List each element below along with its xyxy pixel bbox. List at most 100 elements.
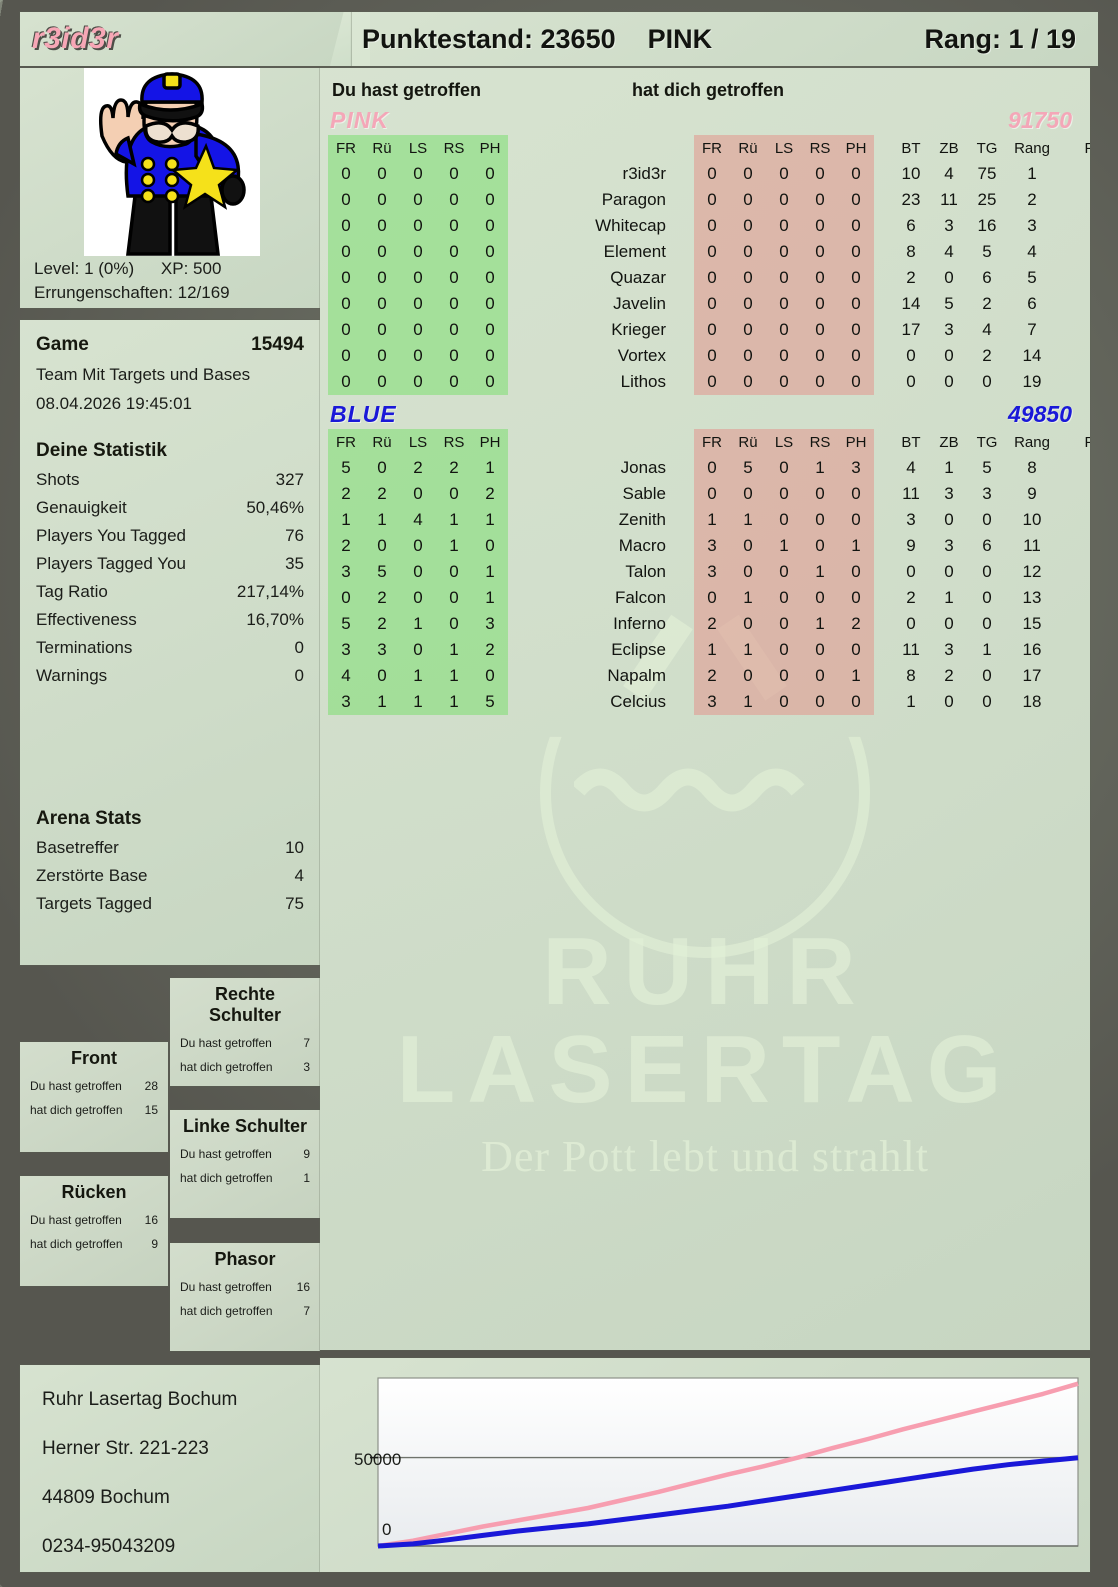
cell-bt: 9 bbox=[906, 536, 916, 555]
cell-tg: 16 bbox=[977, 216, 997, 235]
cell-zb: 0 bbox=[944, 346, 954, 365]
cell-them: 2 bbox=[694, 611, 730, 637]
table-row: 00000Lithos00000000192400 bbox=[328, 369, 1090, 395]
cell-them: 0 bbox=[766, 585, 802, 611]
cell-bt: 4 bbox=[906, 458, 916, 477]
score-progress-chart-panel: 50000 0 bbox=[320, 1358, 1090, 1572]
cell-you: 3 bbox=[472, 611, 508, 637]
cell-you: 0 bbox=[472, 533, 508, 559]
cell-tg: 0 bbox=[982, 510, 992, 529]
cell-you: 1 bbox=[472, 455, 508, 481]
cell-bt: 17 bbox=[901, 320, 921, 339]
cell-points: 23650 bbox=[1058, 161, 1090, 187]
th-TG: TG bbox=[976, 139, 998, 157]
body-zone-hit-you-value: 7 bbox=[303, 1304, 310, 1318]
header-rank: Rang: 1 / 19 bbox=[924, 23, 1076, 54]
cell-you: 1 bbox=[400, 611, 436, 637]
cell-bt: 8 bbox=[906, 242, 916, 261]
cell-you: 1 bbox=[436, 507, 472, 533]
cell-player-name: Vortex bbox=[617, 346, 666, 365]
cell-them: 0 bbox=[802, 369, 838, 395]
th-them-FR: FR bbox=[694, 135, 730, 161]
venue-address-panel: Ruhr Lasertag Bochum Herner Str. 221-223… bbox=[20, 1365, 320, 1572]
cell-them: 0 bbox=[694, 317, 730, 343]
cell-bt: 2 bbox=[906, 588, 916, 607]
cell-rank: 19 bbox=[1022, 372, 1042, 391]
th-points: Punktestand: bbox=[1084, 139, 1090, 157]
cell-them: 0 bbox=[802, 161, 838, 187]
cell-them: 3 bbox=[694, 689, 730, 715]
cell-player-name: Javelin bbox=[613, 294, 666, 313]
cell-them: 2 bbox=[838, 611, 874, 637]
th-you-PH: PH bbox=[472, 429, 508, 455]
cell-you: 0 bbox=[328, 213, 364, 239]
cell-points: 3300 bbox=[1058, 689, 1090, 715]
body-zone-you-hit-label: Du hast getroffen bbox=[180, 1036, 272, 1050]
stat-row-label: Warnings bbox=[36, 666, 108, 685]
cell-them: 0 bbox=[730, 317, 766, 343]
cell-bt: 0 bbox=[906, 562, 916, 581]
cell-zb: 0 bbox=[944, 562, 954, 581]
cell-you: 5 bbox=[472, 689, 508, 715]
th-them-RS: RS bbox=[802, 429, 838, 455]
cell-you: 0 bbox=[364, 343, 400, 369]
table-row: 22002Sable00000113396000 bbox=[328, 481, 1090, 507]
cell-them: 1 bbox=[838, 533, 874, 559]
th-you-RS: RS bbox=[436, 429, 472, 455]
cell-you: 1 bbox=[436, 533, 472, 559]
watermark-line-1: RUHR bbox=[542, 918, 868, 1025]
body-zone-hit-you: hat dich getroffen 15 bbox=[30, 1103, 158, 1117]
cell-points: 7600 bbox=[1058, 317, 1090, 343]
cell-you: 0 bbox=[472, 161, 508, 187]
cell-zb: 3 bbox=[944, 216, 954, 235]
cell-player-name: Sable bbox=[622, 484, 666, 503]
body-zone-you-hit: Du hast getroffen 9 bbox=[180, 1147, 310, 1161]
cell-you: 5 bbox=[328, 611, 364, 637]
body-zone-you-hit-value: 16 bbox=[144, 1213, 158, 1227]
cell-rank: 5 bbox=[1027, 268, 1037, 287]
cell-points: 3900 bbox=[1058, 663, 1090, 689]
cell-them: 0 bbox=[802, 317, 838, 343]
cell-them: 0 bbox=[766, 455, 802, 481]
stat-row-label: Terminations bbox=[36, 638, 133, 657]
header-nickname-panel: r3id3r bbox=[20, 12, 350, 66]
stat-row: Players Tagged You 35 bbox=[36, 554, 304, 574]
arena-stat-row-value: 75 bbox=[285, 894, 304, 913]
cell-player-name: Jonas bbox=[620, 458, 666, 477]
cell-bt: 2 bbox=[906, 268, 916, 287]
th-Rang: Rang bbox=[1014, 433, 1050, 451]
th-you-LS: LS bbox=[400, 135, 436, 161]
arena-stat-row: Basetreffer 10 bbox=[36, 838, 304, 858]
cell-you: 0 bbox=[436, 343, 472, 369]
cell-tg: 0 bbox=[982, 588, 992, 607]
cell-you: 2 bbox=[472, 637, 508, 663]
cell-you: 0 bbox=[400, 161, 436, 187]
cell-you: 0 bbox=[400, 481, 436, 507]
cell-tg: 0 bbox=[982, 692, 992, 711]
cell-them: 0 bbox=[730, 369, 766, 395]
cell-you: 2 bbox=[364, 585, 400, 611]
cell-them: 0 bbox=[838, 343, 874, 369]
cell-you: 1 bbox=[436, 689, 472, 715]
your-stats-list: Shots 327 Genauigkeit 50,46% Players You Tag… bbox=[36, 470, 304, 686]
your-stats-title: Deine Statistik bbox=[36, 440, 167, 461]
address-line-1: Ruhr Lasertag Bochum bbox=[42, 1389, 238, 1410]
cell-points: 10300 bbox=[1058, 239, 1090, 265]
th-you-LS: LS bbox=[400, 429, 436, 455]
cell-you: 0 bbox=[328, 585, 364, 611]
cell-you: 1 bbox=[472, 585, 508, 611]
cell-them: 2 bbox=[694, 663, 730, 689]
body-zone-title: Phasor bbox=[214, 1249, 276, 1269]
body-zone-hit-you-label: hat dich getroffen bbox=[180, 1060, 273, 1074]
cell-you: 0 bbox=[400, 585, 436, 611]
cell-you: 0 bbox=[400, 369, 436, 395]
cell-rank: 7 bbox=[1027, 320, 1037, 339]
arena-stat-row-label: Targets Tagged bbox=[36, 894, 152, 913]
cell-them: 1 bbox=[802, 611, 838, 637]
cell-them: 3 bbox=[694, 559, 730, 585]
cell-them: 1 bbox=[730, 689, 766, 715]
